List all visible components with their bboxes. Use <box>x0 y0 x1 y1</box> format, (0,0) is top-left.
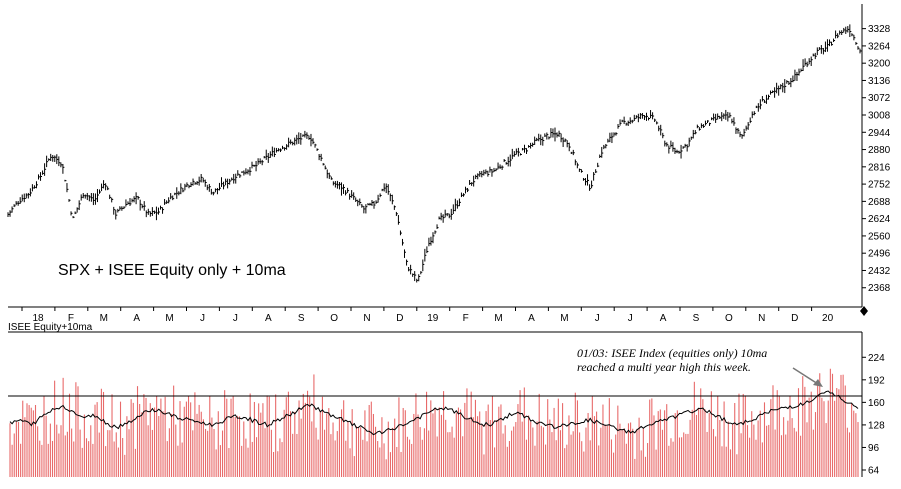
isee-10ma-line <box>9 390 859 436</box>
isee-panel: ISEE Equity+10ma 224 192 160 128 96 64 01/03:… <box>8 322 885 477</box>
x-tick-label: N <box>363 313 370 324</box>
price-panel: 3328 3264 3200 3136 3072 3008 2944 2880 2816 2752… <box>7 4 891 324</box>
price-y-tick-label: 3008 <box>868 111 891 122</box>
isee-y-tick-label: 128 <box>868 420 885 431</box>
x-tick-label: M <box>165 313 173 324</box>
price-y-tick-label: 2816 <box>868 162 891 173</box>
price-y-tick-label: 2880 <box>868 145 891 156</box>
price-y-tick-label: 3072 <box>868 93 891 104</box>
annotation-arrow <box>792 367 819 385</box>
isee-y-tick-label: 64 <box>868 466 880 477</box>
x-tick-label: A <box>660 313 667 324</box>
price-y-tick-label: 3328 <box>868 24 891 35</box>
x-tick-label: A <box>265 313 272 324</box>
x-tick-label: J <box>595 313 600 324</box>
x-tick-label: 20 <box>822 313 834 324</box>
isee-bars <box>9 368 859 477</box>
x-tick-label: M <box>560 313 568 324</box>
x-tick-label: J <box>233 313 238 324</box>
price-y-tick-label: 3264 <box>868 41 891 52</box>
price-y-tick-label: 3136 <box>868 76 891 87</box>
x-tick-label: F <box>463 313 469 324</box>
x-tick-label: A <box>133 313 140 324</box>
x-tick-label: J <box>200 313 205 324</box>
isee-y-tick-label: 96 <box>868 443 880 454</box>
price-y-tick-label: 2368 <box>868 283 891 294</box>
x-tick-label: O <box>725 313 733 324</box>
x-tick-label: O <box>330 313 338 324</box>
x-axis-ticks: 18 F M A M J J A S O N D 19 F M A M J J A S O N D 20 <box>21 307 834 324</box>
isee-y-tick-label: 192 <box>868 375 885 386</box>
price-y-tick-label: 2496 <box>868 249 891 260</box>
x-tick-label: M <box>100 313 108 324</box>
annotation-line-1: 01/03: ISEE Index (equities only) 10ma <box>577 346 767 360</box>
price-y-tick-label: 2560 <box>868 231 891 242</box>
price-y-tick-label: 3200 <box>868 59 891 70</box>
x-tick-label: 19 <box>427 313 439 324</box>
price-y-tick-label: 2624 <box>868 214 891 225</box>
x-tick-label: F <box>68 313 74 324</box>
annotation-line-2: reached a multi year high this week. <box>577 360 751 374</box>
chart-title: SPX + ISEE Equity only + 10ma <box>58 262 286 279</box>
x-tick-label: S <box>693 313 700 324</box>
x-tick-label: D <box>396 313 403 324</box>
isee-y-tick-label: 160 <box>868 398 885 409</box>
x-tick-label: N <box>758 313 765 324</box>
isee-y-axis-ticks: 224 192 160 128 96 64 <box>862 353 885 477</box>
price-y-axis-ticks: 3328 3264 3200 3136 3072 3008 2944 2880 2816 2752… <box>862 24 891 294</box>
x-tick-label: S <box>298 313 305 324</box>
price-y-tick-label: 2752 <box>868 180 891 191</box>
last-price-marker-icon <box>860 306 868 316</box>
isee-y-tick-label: 224 <box>868 353 885 364</box>
x-tick-label: 18 <box>32 313 44 324</box>
x-tick-label: M <box>494 313 502 324</box>
x-tick-label: A <box>528 313 535 324</box>
x-tick-label: D <box>791 313 798 324</box>
annotation-arrowhead-icon <box>813 379 823 387</box>
price-series <box>7 24 862 283</box>
isee-panel-label: ISEE Equity+10ma <box>8 322 93 333</box>
price-y-tick-label: 2944 <box>868 128 891 139</box>
price-y-tick-label: 2432 <box>868 266 891 277</box>
x-tick-label: J <box>628 313 633 324</box>
price-y-tick-label: 2688 <box>868 197 891 208</box>
